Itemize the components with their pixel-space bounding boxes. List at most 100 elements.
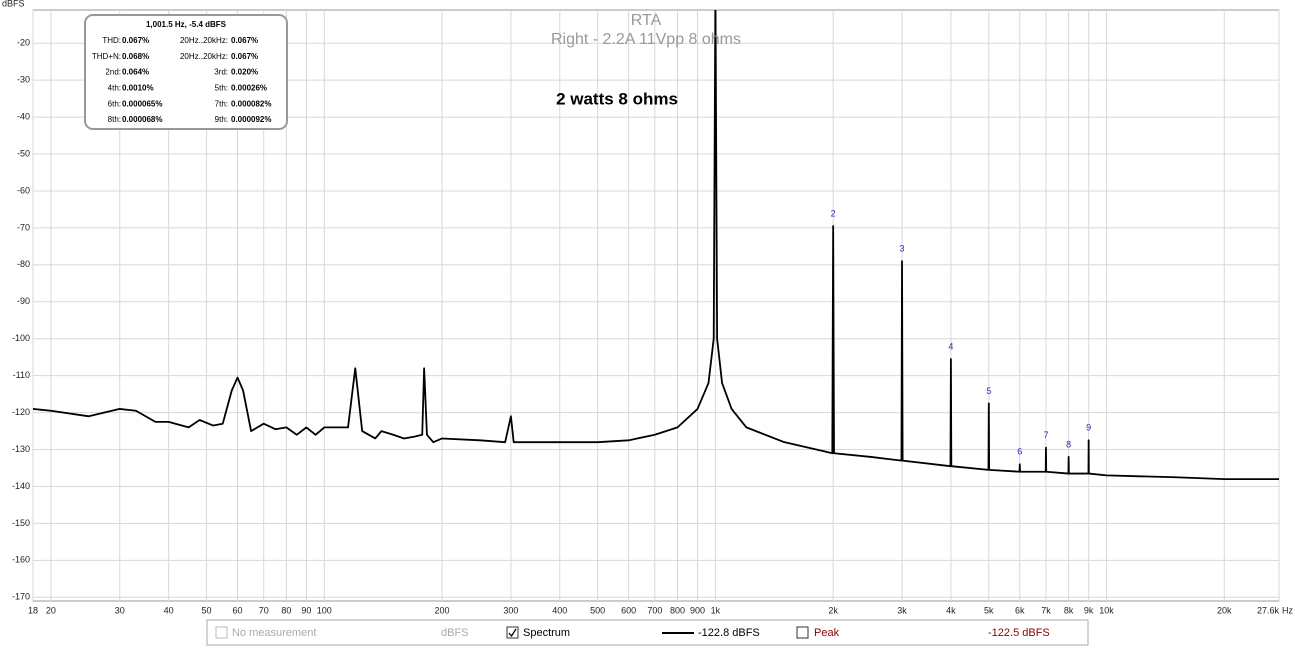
- footer-label: No measurement: [232, 627, 316, 639]
- check-mark: [508, 628, 517, 638]
- y-tick-label: -170: [12, 592, 30, 602]
- info-label: 2nd:: [105, 68, 121, 77]
- x-tick-label: 90: [301, 605, 311, 615]
- info-value: 0.000082%: [231, 99, 271, 108]
- x-tick-label: 900: [690, 605, 705, 615]
- y-tick-label: -150: [12, 518, 30, 528]
- y-tick-label: -90: [17, 296, 30, 306]
- info-value: 0.067%: [231, 36, 258, 45]
- x-tick-label: 9k: [1084, 605, 1094, 615]
- info-label: 3rd:: [214, 68, 228, 77]
- x-tick-label: 4k: [946, 605, 956, 615]
- footer-label: Peak: [814, 627, 840, 639]
- x-tick-label: 20k: [1217, 605, 1232, 615]
- info-header: 1,001.5 Hz, -5.4 dBFS: [146, 20, 227, 29]
- harmonic-label: 7: [1043, 430, 1048, 440]
- y-tick-label: -100: [12, 333, 30, 343]
- x-tick-label: 100: [317, 605, 332, 615]
- y-tick-label: -30: [17, 75, 30, 85]
- info-label: 20Hz..20kHz:: [180, 36, 228, 45]
- y-tick-label: -130: [12, 444, 30, 454]
- info-label: 7th:: [215, 99, 228, 108]
- y-tick-label: -120: [12, 407, 30, 417]
- footer-value: -122.8 dBFS: [698, 627, 760, 639]
- info-label: 8th:: [108, 115, 121, 124]
- y-tick-label: -110: [13, 370, 30, 380]
- harmonic-label: 3: [900, 244, 905, 254]
- y-tick-label: -140: [12, 481, 30, 491]
- info-label: THD:: [102, 36, 121, 45]
- chart-title: RTA: [631, 12, 662, 29]
- footer: No measurement dBFS Spectrum -122.8 dBFS…: [206, 619, 1089, 646]
- info-label: THD+N:: [92, 52, 121, 61]
- y-tick-label: -60: [17, 185, 30, 195]
- footer-value: -122.5 dBFS: [988, 627, 1050, 639]
- y-tick-label: -70: [17, 222, 30, 232]
- x-tick-label: 7k: [1041, 605, 1051, 615]
- x-tick-label: 8k: [1064, 605, 1074, 615]
- y-tick-label: -80: [17, 259, 30, 269]
- x-tick-label: 700: [647, 605, 662, 615]
- harmonic-label: 4: [948, 341, 953, 351]
- info-value: 0.00026%: [231, 84, 267, 93]
- harmonic-label: 5: [986, 386, 991, 396]
- x-tick-label: 10k: [1099, 605, 1114, 615]
- y-axis-label: dBFS: [2, 0, 25, 8]
- y-tick-label: -50: [17, 148, 30, 158]
- x-tick-label: 5k: [984, 605, 994, 615]
- x-tick-label: 300: [503, 605, 518, 615]
- info-label: 6th:: [108, 99, 121, 108]
- info-value: 0.000092%: [231, 115, 271, 124]
- info-value: 0.068%: [122, 52, 149, 61]
- info-label: 9th:: [215, 115, 228, 124]
- footer-frame: [206, 619, 1089, 646]
- x-tick-label: 30: [115, 605, 125, 615]
- info-value: 0.067%: [231, 52, 258, 61]
- harmonic-label: 6: [1017, 447, 1022, 457]
- checkbox[interactable]: [215, 626, 228, 639]
- harmonic-label: 9: [1086, 423, 1091, 433]
- info-value: 0.000068%: [122, 115, 162, 124]
- annotation: 2 watts 8 ohms: [556, 89, 678, 108]
- chart-subtitle: Right - 2.2A 11Vpp 8 ohms: [551, 31, 741, 48]
- x-tick-label: 6k: [1015, 605, 1025, 615]
- footer-value: dBFS: [441, 627, 469, 639]
- x-tick-label: 18: [28, 605, 38, 615]
- y-tick-label: -160: [12, 555, 30, 565]
- info-label: 5th:: [215, 84, 228, 93]
- x-tick-label: 60: [233, 605, 243, 615]
- info-value: 0.067%: [122, 36, 149, 45]
- info-label: 20Hz..20kHz:: [180, 52, 228, 61]
- spectrum-line: [33, 10, 1279, 481]
- checkbox[interactable]: [506, 626, 519, 639]
- info-value: 0.000065%: [122, 99, 162, 108]
- harmonic-label: 2: [831, 208, 836, 218]
- info-value: 0.0010%: [122, 84, 154, 93]
- x-tick-label: 200: [435, 605, 450, 615]
- x-tick-label: 70: [259, 605, 269, 615]
- x-tick-label: 600: [621, 605, 636, 615]
- x-tick-label: 50: [202, 605, 212, 615]
- legend-label: Spectrum: [523, 627, 570, 639]
- x-tick-label: 20: [46, 605, 56, 615]
- harmonic-label: 8: [1066, 439, 1071, 449]
- x-tick-label: 400: [552, 605, 567, 615]
- x-tick-label: 2k: [828, 605, 838, 615]
- x-tick-label: 27.6k: [1257, 605, 1280, 615]
- y-tick-label: -20: [17, 38, 30, 48]
- info-box: 1,001.5 Hz, -5.4 dBFS THD: 0.067% 20Hz..20…: [84, 14, 288, 130]
- x-tick-label: 1k: [711, 605, 721, 615]
- x-tick-label: 3k: [897, 605, 907, 615]
- checkbox[interactable]: [796, 626, 809, 639]
- x-tick-label: 500: [590, 605, 605, 615]
- y-tick-label: -40: [17, 111, 30, 121]
- x-tick-label: 80: [281, 605, 291, 615]
- info-box-frame: [84, 14, 288, 130]
- info-value: 0.020%: [231, 68, 258, 77]
- x-tick-label: 40: [164, 605, 174, 615]
- info-label: 4th:: [108, 84, 121, 93]
- x-axis-label: Hz: [1282, 605, 1293, 615]
- info-value: 0.064%: [122, 68, 149, 77]
- x-tick-label: 800: [670, 605, 685, 615]
